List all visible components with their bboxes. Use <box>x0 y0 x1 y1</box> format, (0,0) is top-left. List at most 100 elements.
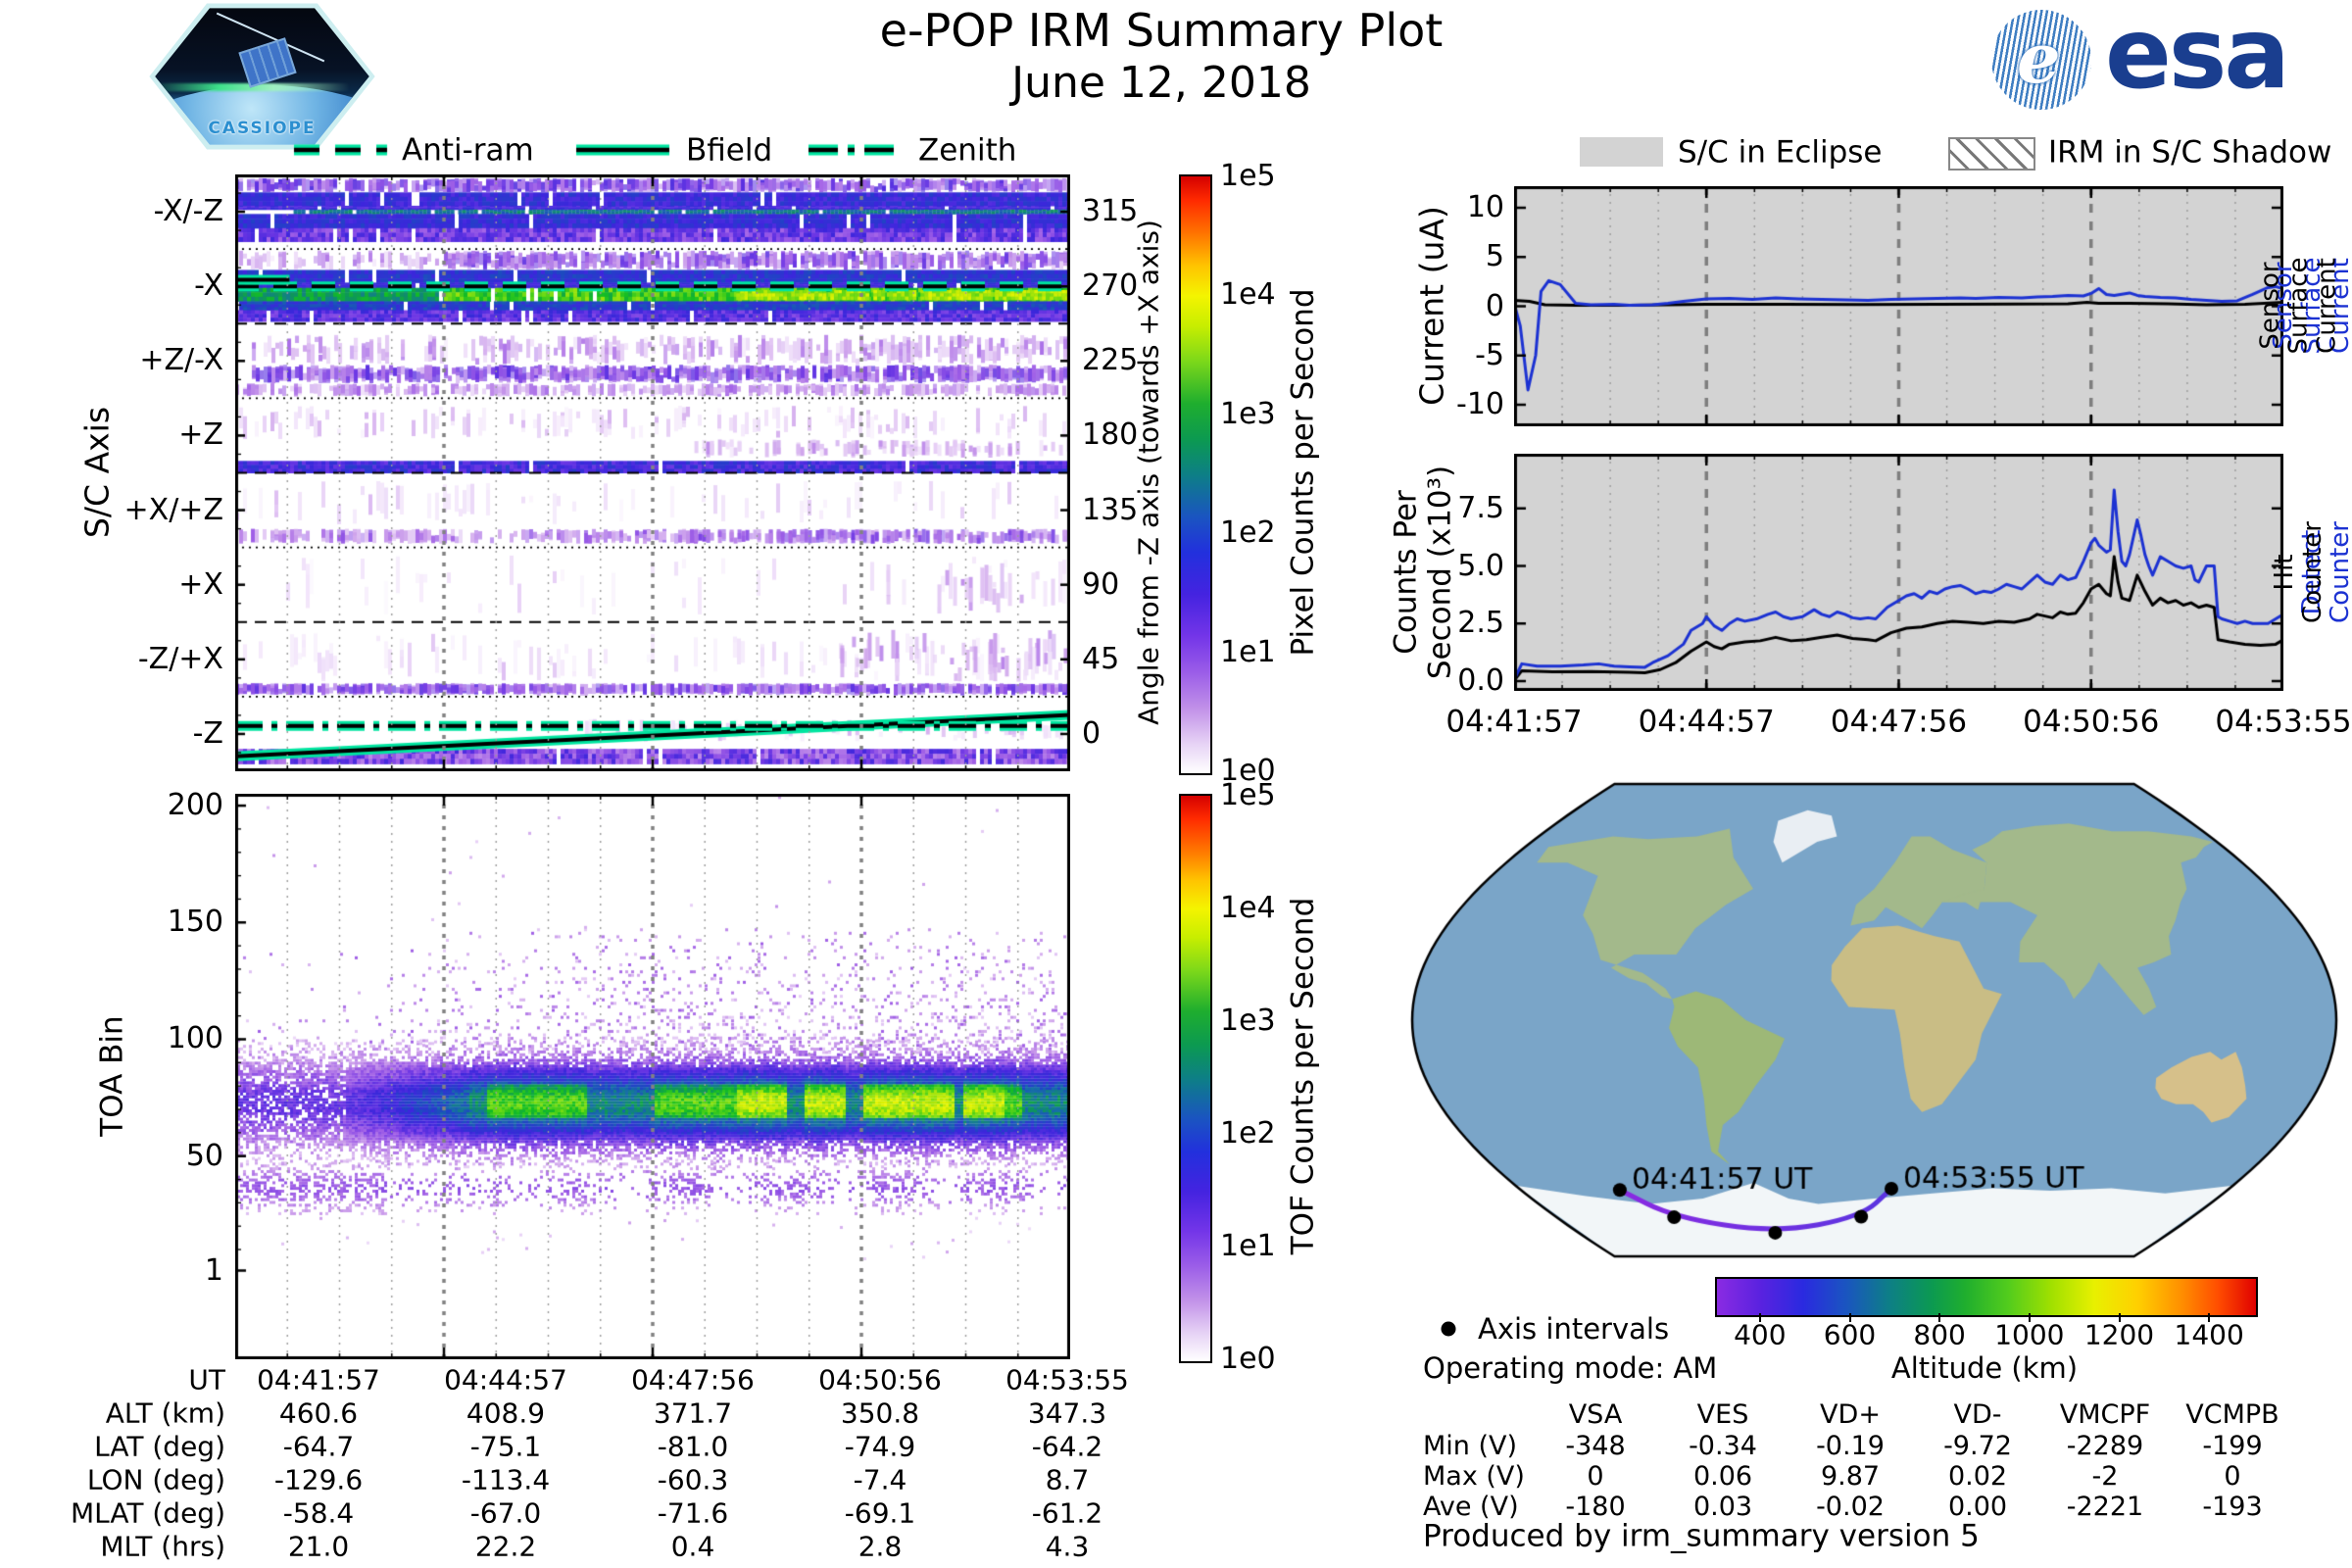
volt-row-label-2: Ave (V) <box>1423 1491 1519 1522</box>
axis-intervals-marker-icon <box>1441 1321 1456 1337</box>
eph-cell-2-1: -75.1 <box>469 1430 542 1463</box>
current-ytick-5: 5 <box>1485 239 1504 274</box>
volt-cell-2-0: -180 <box>1565 1491 1626 1522</box>
angle-tick-270: 270 <box>1082 269 1139 304</box>
current-ytick--10: -10 <box>1456 387 1504 422</box>
eph-cell-4-2: -71.6 <box>657 1496 729 1530</box>
time-tick-0: 04:41:57 <box>1446 704 1583 740</box>
angle-tick-180: 180 <box>1082 417 1139 453</box>
shadow-legend-swatch <box>1948 137 2035 171</box>
altitude-colorbar <box>1715 1277 2258 1317</box>
volt-cell-2-1: 0.03 <box>1692 1491 1753 1522</box>
mission-patch-art: CASSIOPE <box>155 8 369 145</box>
tof-cbar-tick-1e1: 1e1 <box>1220 1229 1276 1264</box>
sc-axis-tick-+X/+Z: +X/+Z <box>123 492 223 527</box>
pixel-counts-colorbar-label: Pixel Counts per Second <box>1285 288 1321 657</box>
alt-cbar-tickmark <box>2208 1313 2211 1322</box>
volt-row-label-1: Max (V) <box>1423 1460 1525 1492</box>
sc-axis-tick--Z: -Z <box>192 716 223 752</box>
ground-track-map-canvas <box>1406 779 2342 1261</box>
shadow-legend-label: IRM in S/C Shadow <box>2048 134 2332 171</box>
eph-cell-3-0: -129.6 <box>273 1463 364 1496</box>
eph-cell-5-3: 2.8 <box>858 1530 903 1563</box>
alt-cbar-tickmark <box>2028 1313 2031 1322</box>
cassiope-mission-patch: CASSIOPE <box>149 3 375 150</box>
pixel-cbar-tick-1e5: 1e5 <box>1220 159 1276 194</box>
legend-bfield-label: Bfield <box>686 132 773 169</box>
volt-cell-2-5: -193 <box>2202 1491 2263 1522</box>
angle-tick-90: 90 <box>1082 566 1120 602</box>
sc-axis-tick-+X: +X <box>178 566 223 602</box>
counts-right-label-black: Hit Counter <box>2269 521 2328 623</box>
volt-col-VMCPF: VMCPF <box>2059 1398 2151 1430</box>
eclipse-legend-swatch <box>1580 137 1663 167</box>
pixel-cbar-tick-1e0: 1e0 <box>1220 754 1276 789</box>
alt-cbar-tick-1400: 1400 <box>2174 1318 2244 1351</box>
tof-counts-colorbar-label: TOF Counts per Second <box>1285 897 1321 1255</box>
altitude-colorbar-label: Altitude (km) <box>1890 1350 2079 1385</box>
volt-col-VES: VES <box>1696 1398 1749 1430</box>
alt-cbar-tick-600: 600 <box>1823 1318 1877 1351</box>
toa-tick-50: 50 <box>185 1138 223 1173</box>
eph-cell-1-1: 408.9 <box>466 1396 546 1430</box>
angle-tick-315: 315 <box>1082 194 1139 229</box>
eph-cell-2-2: -81.0 <box>657 1430 729 1463</box>
eph-row-label-3: LON (deg) <box>86 1463 225 1496</box>
alt-cbar-tickmark <box>2118 1313 2121 1322</box>
eph-cell-5-0: 21.0 <box>287 1530 350 1563</box>
sc-axis-tick-+Z: +Z <box>178 417 223 453</box>
pixel-cbar-tick-1e4: 1e4 <box>1220 277 1276 313</box>
page-subtitle-date: June 12, 2018 <box>1011 58 1311 108</box>
time-tick-1: 04:44:57 <box>1638 704 1775 740</box>
eph-cell-3-3: -7.4 <box>853 1463 907 1496</box>
eph-cell-1-2: 371.7 <box>653 1396 733 1430</box>
eph-cell-4-3: -69.1 <box>844 1496 916 1530</box>
eph-cell-3-1: -113.4 <box>461 1463 551 1496</box>
eph-cell-5-1: 22.2 <box>474 1530 537 1563</box>
volt-cell-2-4: -2221 <box>2066 1491 2144 1522</box>
eph-cell-4-0: -58.4 <box>282 1496 355 1530</box>
esa-logo-e: e <box>2017 18 2061 99</box>
time-tick-2: 04:47:56 <box>1830 704 1968 740</box>
sc-axis-tick--X: -X <box>194 269 223 304</box>
counts-ytick-0.0: 0.0 <box>1457 663 1504 699</box>
tof-cbar-tick-1e5: 1e5 <box>1220 778 1276 813</box>
toa-tick-100: 100 <box>167 1021 223 1056</box>
esa-logo-text: esa <box>2105 0 2290 111</box>
aurora-art <box>155 83 369 91</box>
tof-cbar-tick-1e4: 1e4 <box>1220 891 1276 926</box>
sc-axis-tick--Z/+X: -Z/+X <box>137 642 223 677</box>
current-plot-canvas <box>1514 186 2283 426</box>
volt-cell-0-5: -199 <box>2202 1430 2263 1461</box>
eph-row-label-0: UT <box>188 1363 225 1396</box>
eph-cell-1-4: 347.3 <box>1027 1396 1107 1430</box>
angle-tick-0: 0 <box>1082 716 1102 752</box>
counts-ylabel: Counts Per Second (x10³) <box>1388 465 1457 680</box>
volt-cell-0-1: -0.34 <box>1689 1430 1757 1461</box>
alt-cbar-tick-400: 400 <box>1734 1318 1787 1351</box>
tof-cbar-tick-1e3: 1e3 <box>1220 1004 1276 1039</box>
volt-cell-2-3: 0.00 <box>1947 1491 2008 1522</box>
current-ytick-0: 0 <box>1485 288 1504 323</box>
eclipse-legend-label: S/C in Eclipse <box>1678 134 1883 171</box>
tof-cbar-tick-1e2: 1e2 <box>1220 1116 1276 1152</box>
toa-spectrogram-canvas <box>235 794 1070 1359</box>
eph-cell-5-2: 0.4 <box>670 1530 715 1563</box>
operating-mode-label: Operating mode: AM <box>1423 1350 1718 1385</box>
counts-ytick-5.0: 5.0 <box>1457 548 1504 583</box>
toa-tick-1: 1 <box>204 1252 223 1288</box>
eph-cell-4-1: -67.0 <box>469 1496 542 1530</box>
alt-cbar-tick-1200: 1200 <box>2083 1318 2155 1351</box>
current-ytick--5: -5 <box>1475 337 1504 372</box>
volt-cell-0-0: -348 <box>1565 1430 1626 1461</box>
eph-cell-0-2: 04:47:56 <box>631 1363 755 1396</box>
eph-cell-4-4: -61.2 <box>1031 1496 1103 1530</box>
volt-cell-0-3: -9.72 <box>1943 1430 2012 1461</box>
sc-axis-tick--X/-Z: -X/-Z <box>153 194 223 229</box>
counts-ytick-7.5: 7.5 <box>1457 490 1504 525</box>
pointing-legend-lines-canvas <box>287 133 1032 167</box>
eph-cell-5-4: 4.3 <box>1045 1530 1090 1563</box>
volt-cell-1-2: 9.87 <box>1820 1460 1881 1492</box>
axis-intervals-label: Axis intervals <box>1478 1311 1670 1346</box>
